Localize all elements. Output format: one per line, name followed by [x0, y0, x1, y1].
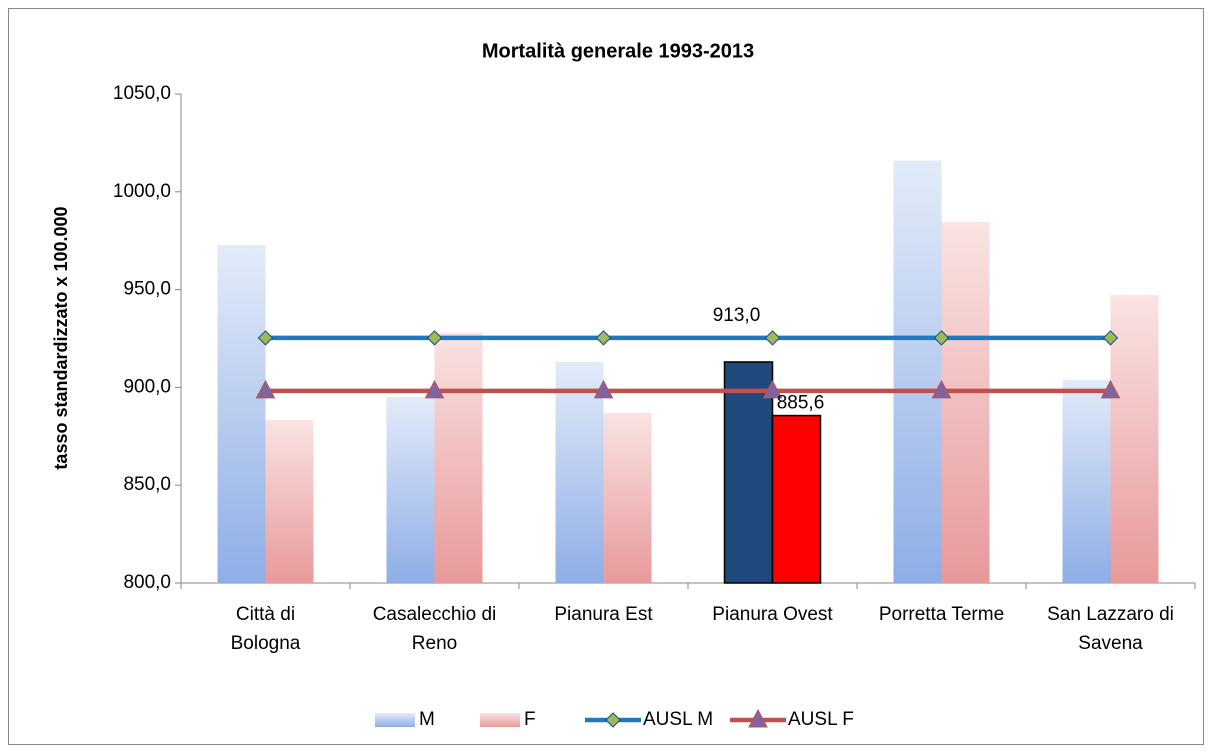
- line-marker: [424, 379, 445, 399]
- line-marker: [748, 708, 768, 728]
- bar: [434, 332, 483, 583]
- line-marker: [933, 330, 950, 346]
- line-marker: [426, 330, 443, 346]
- x-tick-label: Casalecchio di: [373, 604, 497, 625]
- x-tick-label: Città di: [236, 604, 295, 625]
- y-tick-label: 1050,0: [113, 83, 171, 104]
- bar: [1062, 379, 1111, 583]
- legend-swatch: [480, 713, 520, 727]
- x-tick-label: Bologna: [231, 633, 301, 654]
- data-label: 885,6: [777, 393, 825, 414]
- bar: [771, 414, 822, 584]
- bar: [386, 396, 435, 583]
- y-tick-label: 1000,0: [113, 181, 171, 202]
- data-label: 913,0: [713, 305, 761, 326]
- x-tick-label: San Lazzaro di: [1047, 604, 1174, 625]
- x-tick-label: Reno: [412, 633, 457, 654]
- x-tick-label: Pianura Ovest: [712, 604, 833, 625]
- y-tick-label: 850,0: [123, 474, 171, 495]
- line-marker: [595, 330, 612, 346]
- line-marker: [762, 379, 783, 399]
- line-marker: [1102, 330, 1119, 346]
- y-axis-label: tasso standardizzato x 100.000: [51, 206, 71, 469]
- line-marker: [593, 379, 614, 399]
- bar: [555, 361, 604, 583]
- line-marker: [257, 330, 274, 346]
- x-tick-label: Savena: [1078, 633, 1143, 654]
- bar: [217, 245, 266, 583]
- line-marker: [931, 379, 952, 399]
- legend-label: F: [524, 709, 536, 730]
- y-tick-label: 800,0: [123, 572, 171, 593]
- x-tick-label: Porretta Terme: [879, 604, 1004, 625]
- bar: [1110, 294, 1159, 583]
- x-tick-label: Pianura Est: [554, 604, 653, 625]
- line-marker: [255, 379, 276, 399]
- bar: [941, 222, 990, 584]
- legend-swatch: [375, 713, 415, 727]
- line-marker: [764, 330, 781, 346]
- chart-title: Mortalità generale 1993-2013: [482, 40, 754, 62]
- bar: [603, 412, 652, 583]
- bar: [265, 420, 314, 583]
- line-marker: [1100, 379, 1121, 399]
- y-tick-label: 950,0: [123, 279, 171, 300]
- bar: [893, 160, 942, 583]
- legend-label: AUSL F: [788, 709, 854, 730]
- line-marker: [605, 712, 621, 728]
- chart-border: [8, 8, 1204, 745]
- y-tick-label: 900,0: [123, 376, 171, 397]
- legend-label: M: [419, 709, 435, 730]
- legend-label: AUSL M: [643, 709, 713, 730]
